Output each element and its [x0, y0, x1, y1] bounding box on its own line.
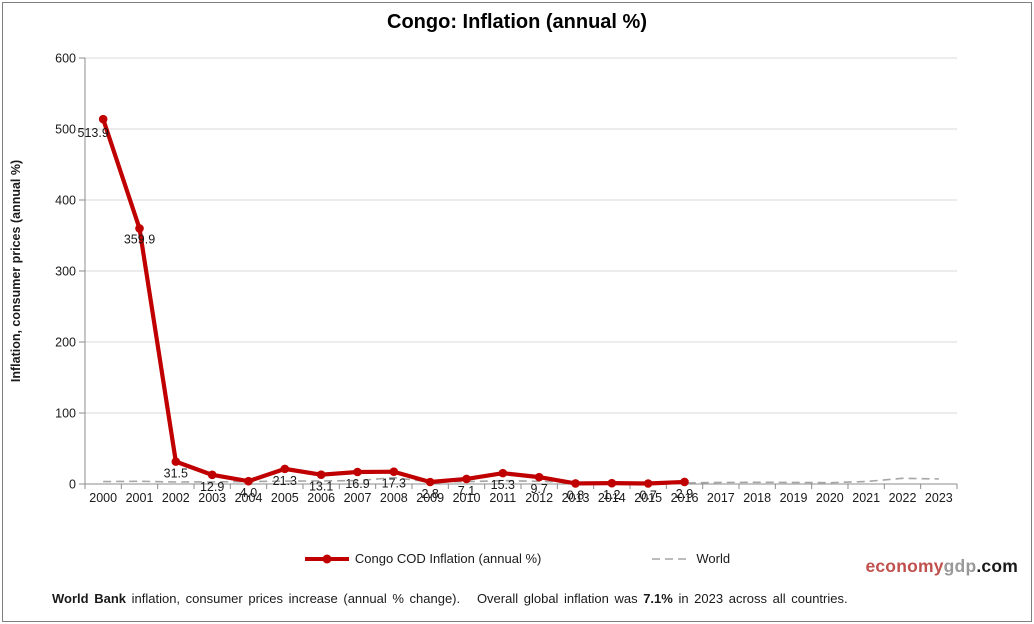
- y-axis-title: Inflation, consumer prices (annual %): [9, 160, 23, 382]
- x-tick-label: 2004: [235, 491, 263, 505]
- world-line: [103, 476, 939, 484]
- congo-data-label: 7.1: [458, 484, 475, 498]
- x-tick-label: 2001: [126, 491, 154, 505]
- y-tick-label: 200: [55, 336, 76, 350]
- x-tick-label: 2009: [416, 491, 444, 505]
- congo-data-label: 513.9: [78, 126, 109, 140]
- congo-data-point: [498, 468, 508, 478]
- x-tick-label: 2017: [707, 491, 735, 505]
- congo-data-point: [171, 457, 181, 466]
- congo-data-point: [534, 472, 544, 482]
- logo-part: gdp: [943, 556, 977, 576]
- congo-data-label: 21.3: [273, 474, 297, 488]
- x-tick-label: 2019: [780, 491, 808, 505]
- x-tick-label: 2022: [889, 491, 917, 505]
- congo-data-point: [462, 474, 471, 484]
- congo-data-point: [353, 467, 362, 477]
- congo-data-point: [571, 479, 580, 488]
- y-tick-label: 0: [69, 478, 76, 492]
- congo-data-label: 359.9: [124, 232, 155, 246]
- inflation-line-chart: 0 100 200 300 400 500 600 2000 2001 2002 2003 2004 2…: [9, 52, 958, 505]
- x-tick-label: 2012: [525, 491, 553, 505]
- x-tick-label: 2014: [598, 491, 626, 505]
- x-tick-label: 2003: [198, 491, 226, 505]
- economygdp-logo[interactable]: economygdp.com: [865, 556, 1018, 577]
- x-tick-label: 2000: [89, 491, 117, 505]
- congo-data-label: 16.9: [345, 477, 369, 491]
- x-tick-label: 2013: [562, 491, 590, 505]
- y-tick-label: 100: [55, 407, 76, 421]
- congo-data-label: 2.9: [676, 487, 693, 501]
- y-tick-label: 500: [55, 123, 76, 137]
- x-tick-label: 2007: [344, 491, 372, 505]
- congo-data-label: 9.7: [530, 482, 547, 496]
- logo-part: .com: [976, 556, 1018, 576]
- caption-segment: 7.1%: [643, 591, 673, 606]
- x-tick-label: 2023: [925, 491, 953, 505]
- congo-data-label: 2.8: [421, 487, 438, 501]
- legend-item-congo: Congo COD Inflation (annual %): [304, 551, 541, 566]
- congo-data-point: [643, 479, 653, 488]
- caption-segment: inflation, consumer prices increase (ann…: [126, 591, 644, 606]
- congo-data-label: 4.0: [240, 486, 257, 500]
- x-tick-label: 2010: [453, 491, 481, 505]
- x-tick-label: 2005: [271, 491, 299, 505]
- congo-data-point: [280, 464, 290, 474]
- chart-legend: Congo COD Inflation (annual %) World: [0, 551, 1034, 566]
- congo-data-point: [207, 470, 217, 480]
- legend-label-congo: Congo COD Inflation (annual %): [354, 551, 542, 566]
- x-tick-label: 2015: [634, 491, 662, 505]
- congo-data-label: 15.3: [491, 478, 515, 492]
- congo-data-label: 0.8: [567, 488, 584, 502]
- congo-line-marker-icon: [304, 554, 349, 563]
- congo-data-label: 12.9: [200, 480, 224, 494]
- congo-data-point: [135, 224, 144, 233]
- congo-data-label: 13.1: [309, 480, 333, 494]
- source-caption: World Bank inflation, consumer prices in…: [52, 591, 848, 606]
- congo-data-point: [607, 478, 617, 488]
- x-tick-label: 2002: [162, 491, 190, 505]
- legend-label-world: World: [696, 551, 731, 566]
- congo-data-point: [425, 477, 435, 487]
- congo-data-point: [680, 477, 689, 487]
- caption-segment: World Bank: [52, 591, 126, 606]
- congo-data-point: [244, 476, 253, 486]
- x-tick-label: 2018: [743, 491, 771, 505]
- congo-data-point: [389, 467, 399, 477]
- caption-segment: in 2023 across all countries.: [672, 591, 848, 606]
- y-tick-label: 400: [55, 194, 76, 208]
- world-dashed-line-icon: [652, 557, 691, 560]
- congo-data-point: [98, 114, 108, 124]
- x-tick-label: 2021: [852, 491, 880, 505]
- x-tick-label: 2020: [816, 491, 844, 505]
- congo-data-label: 31.5: [164, 467, 188, 481]
- congo-data-label: 17.3: [382, 477, 406, 491]
- congo-data-label: 0.7: [639, 489, 656, 503]
- congo-line: [101, 117, 687, 486]
- y-tick-label: 600: [55, 52, 76, 66]
- logo-part: economy: [865, 556, 944, 576]
- x-tick-label: 2006: [307, 491, 335, 505]
- congo-data-label: 1.2: [603, 488, 620, 502]
- legend-item-world: World: [651, 551, 730, 566]
- x-tick-label: 2016: [671, 491, 699, 505]
- congo-data-point: [316, 470, 326, 479]
- y-tick-label: 300: [55, 265, 76, 279]
- x-tick-label: 2008: [380, 491, 408, 505]
- chart-title: Congo: Inflation (annual %): [387, 11, 647, 33]
- x-tick-label: 2011: [489, 491, 516, 505]
